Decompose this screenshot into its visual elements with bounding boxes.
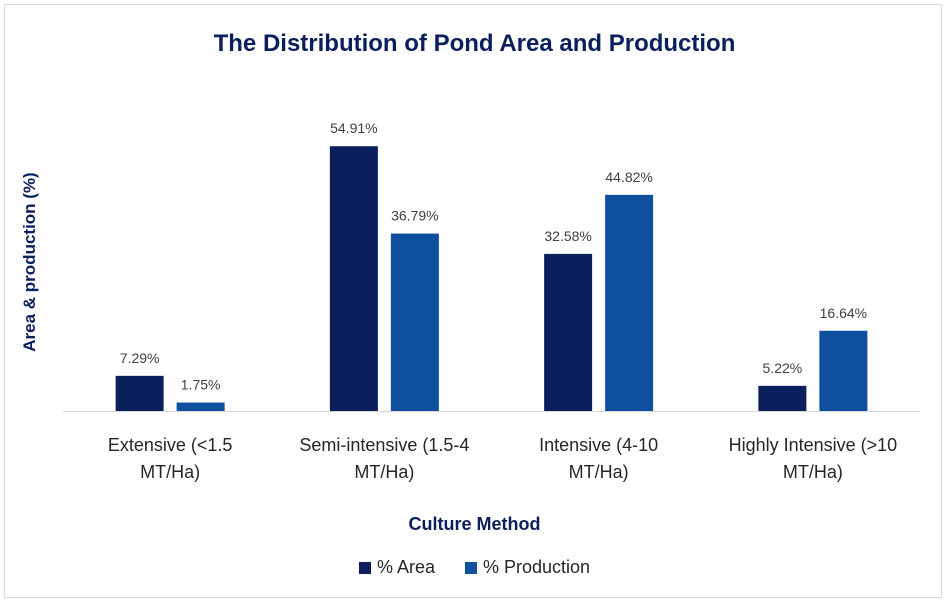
data-label-production-1: 36.79% [391,208,438,224]
data-label-area-2: 32.58% [544,228,591,244]
legend-swatch-area [358,561,371,574]
bar-area-3 [758,385,807,411]
chart-frame [4,4,942,598]
bar-area-2 [544,253,593,411]
bar-production-3 [819,330,868,411]
legend-label-area: % Area [376,557,435,577]
chart-title: The Distribution of Pond Area and Produc… [213,30,736,57]
x-tick-label-2: Intensive (4-10 MT/Ha) [539,435,658,482]
legend-item-area: % Area [358,557,435,578]
x-tick-label-0: Extensive (<1.5 MT/Ha) [108,435,233,482]
legend: % Area % Production [0,557,949,578]
bar-production-2 [605,194,654,411]
legend-label-production: % Production [482,557,591,577]
x-tick-label-3: Highly Intensive (>10 MT/Ha) [729,435,898,482]
legend-swatch-production [464,561,477,574]
data-label-area-3: 5.22% [763,360,803,376]
data-label-area-0: 7.29% [120,350,160,366]
legend-item-production: % Production [464,557,591,578]
data-label-area-1: 54.91% [330,120,377,136]
bar-production-1 [390,233,439,411]
bar-area-0 [115,375,164,411]
data-label-production-2: 44.82% [605,169,652,185]
bar-area-1 [329,146,378,411]
data-label-production-3: 16.64% [820,305,867,321]
bar-production-0 [176,402,225,411]
x-axis-title: Culture Method [408,514,541,534]
data-label-production-0: 1.75% [181,377,221,393]
x-tick-label-1: Semi-intensive (1.5-4 MT/Ha) [299,435,469,482]
